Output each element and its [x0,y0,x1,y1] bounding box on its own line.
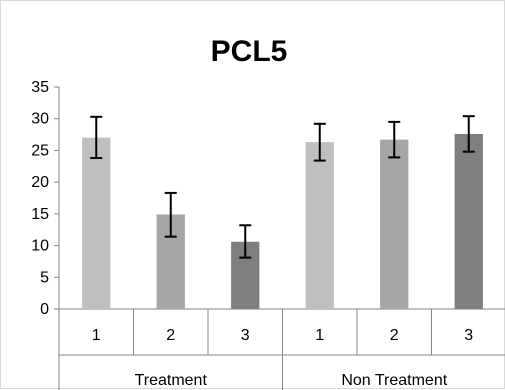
x-category-label: 3 [241,327,250,344]
y-tick-label: 20 [31,174,49,191]
x-category-label: 1 [315,327,324,344]
chart-title: PCL5 [211,35,288,68]
y-tick-label: 15 [31,206,49,223]
y-tick-label: 5 [40,269,49,286]
y-tick-label: 25 [31,142,49,159]
axis-labels: 0 5 10 15 20 25 30 35 1 2 3 Treatment 1 2 3 Non Treatme… [31,79,473,389]
y-tick-label: 30 [31,111,49,128]
y-tick-label: 0 [40,301,49,318]
x-group-label: Treatment [135,372,208,389]
bars [82,133,483,309]
bar [380,139,409,309]
y-tick-label: 10 [31,238,49,255]
y-tick-label: 35 [31,79,49,96]
bar [305,142,334,309]
bar [454,133,483,309]
error-bars [90,115,475,259]
x-category-label: 2 [390,327,399,344]
x-category-label: 1 [92,327,101,344]
axes [54,86,505,390]
x-category-label: 2 [166,327,175,344]
bar [82,137,111,309]
x-group-label: Non Treatment [341,372,447,389]
x-category-label: 3 [464,327,473,344]
